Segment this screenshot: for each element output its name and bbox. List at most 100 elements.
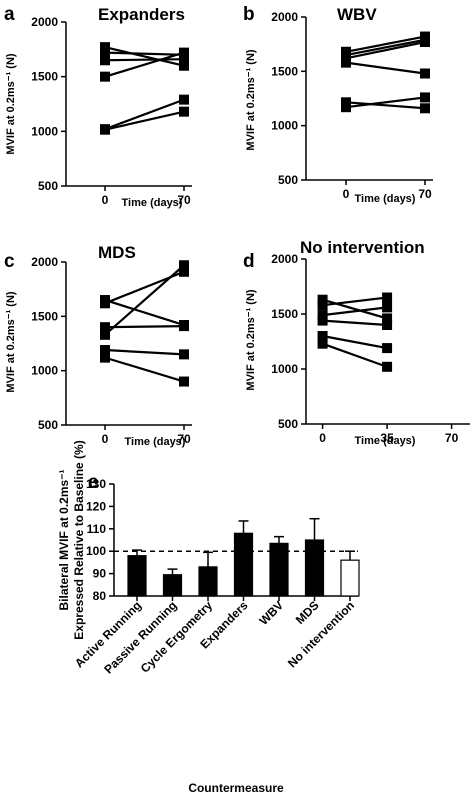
panel-title: WBV <box>337 5 377 24</box>
bar <box>198 566 218 597</box>
y-tick-label: 1000 <box>271 362 298 376</box>
series-line <box>345 61 426 75</box>
series-line <box>104 110 185 131</box>
series-line <box>345 40 426 60</box>
data-point <box>179 321 189 332</box>
y-tick-label: 1500 <box>271 307 298 321</box>
panel-c: c MDS 500 1000 1500 2000 0 70 MVIF at 0.2ms⁻¹ (N… <box>4 243 192 448</box>
series-line <box>104 51 185 78</box>
panel-letter: b <box>243 4 255 25</box>
data-point <box>382 302 393 313</box>
data-point <box>179 260 189 271</box>
series-line <box>104 58 185 62</box>
data-point <box>341 57 351 68</box>
series-line <box>345 38 426 57</box>
data-point <box>382 320 393 330</box>
y-tick-label: 2000 <box>271 10 298 24</box>
x-tick-label: 70 <box>418 187 432 201</box>
series-line <box>322 296 388 307</box>
data-point <box>420 103 430 114</box>
bar <box>233 532 254 597</box>
data-point <box>100 47 110 58</box>
data-point <box>317 310 328 321</box>
data-point <box>341 102 351 113</box>
y-tick-label: 80 <box>93 589 107 603</box>
data-point <box>179 266 189 277</box>
data-point <box>179 94 189 105</box>
data-point <box>317 315 328 326</box>
y-tick-label: 1500 <box>31 309 58 323</box>
panel-d: d No intervention 500 1000 1500 2000 0 35 70 MVIF… <box>243 238 470 447</box>
y-tick-label: 2000 <box>271 252 298 266</box>
data-point <box>317 294 328 305</box>
data-point <box>179 376 189 387</box>
x-tick-label: 0 <box>102 432 109 446</box>
data-point <box>317 331 328 341</box>
x-axis-label: Time (days) <box>125 436 186 448</box>
x-axis-label: Countermeasure <box>188 781 284 795</box>
panel-title: Expanders <box>98 5 185 24</box>
y-tick-label: 2000 <box>31 255 58 269</box>
data-point <box>179 60 189 71</box>
panel-b: b WBV 500 1000 1500 2000 0 70 MVIF at 0.2ms⁻¹ (N… <box>243 4 433 205</box>
data-point <box>317 338 328 349</box>
bar <box>340 559 360 597</box>
data-point <box>100 298 110 309</box>
data-point <box>179 349 189 360</box>
y-axis-label: MVIF at 0.2ms⁻¹ (N) <box>5 53 17 154</box>
y-axis-label: MVIF at 0.2ms⁻¹ (N) <box>245 289 257 390</box>
series-line <box>345 96 426 109</box>
data-point <box>100 345 110 356</box>
data-point <box>382 292 393 303</box>
series-line <box>104 98 185 131</box>
data-point <box>420 36 430 47</box>
x-tick-label: 70 <box>445 431 459 445</box>
y-tick-label: 500 <box>38 179 58 193</box>
y-tick-label: 2000 <box>31 15 58 29</box>
data-point <box>420 68 430 79</box>
data-point <box>179 106 189 117</box>
y-tick-label: 120 <box>86 499 106 513</box>
data-point <box>100 55 110 66</box>
data-point <box>100 71 110 82</box>
bar <box>162 574 183 597</box>
data-point <box>317 300 328 311</box>
x-tick-label: 0 <box>319 431 326 445</box>
y-tick-label: 100 <box>86 544 106 558</box>
data-point <box>100 329 110 340</box>
data-point <box>382 361 393 372</box>
data-point <box>382 313 393 324</box>
data-point <box>179 47 189 58</box>
x-axis-label: Time (days) <box>355 435 416 447</box>
x-tick-label: 0 <box>102 193 109 207</box>
series-line <box>104 356 185 383</box>
y-tick-label: 1000 <box>31 124 58 138</box>
y-tick-label: 110 <box>87 522 107 536</box>
panel-letter: c <box>4 251 15 272</box>
y-tick-label: 1500 <box>31 70 58 84</box>
data-point <box>179 54 189 65</box>
series-line <box>345 101 426 110</box>
y-tick-label: 90 <box>93 567 107 581</box>
category-label: WBV <box>256 598 286 628</box>
x-tick-label: 35 <box>380 431 394 445</box>
x-tick-label: 0 <box>343 187 350 201</box>
panel-a: a Expanders 500 1000 1500 2000 0 70 MVIF at 0.2m… <box>4 4 192 209</box>
category-label: MDS <box>293 598 322 627</box>
y-tick-label: 130 <box>86 477 106 491</box>
series-line <box>104 298 185 327</box>
series-line <box>322 342 388 368</box>
x-axis-label: Time (days) <box>122 197 183 209</box>
y-axis-label: MVIF at 0.2ms⁻¹ (N) <box>5 291 17 392</box>
data-point <box>100 352 110 363</box>
series-line <box>104 46 185 67</box>
y-tick-label: 500 <box>278 417 298 431</box>
panel-letter: e <box>88 472 99 493</box>
y-tick-label: 1000 <box>271 119 298 133</box>
x-tick-label: 70 <box>177 432 191 446</box>
bar <box>127 555 147 597</box>
x-axis-label: Time (days) <box>355 193 416 205</box>
bar <box>304 539 325 597</box>
